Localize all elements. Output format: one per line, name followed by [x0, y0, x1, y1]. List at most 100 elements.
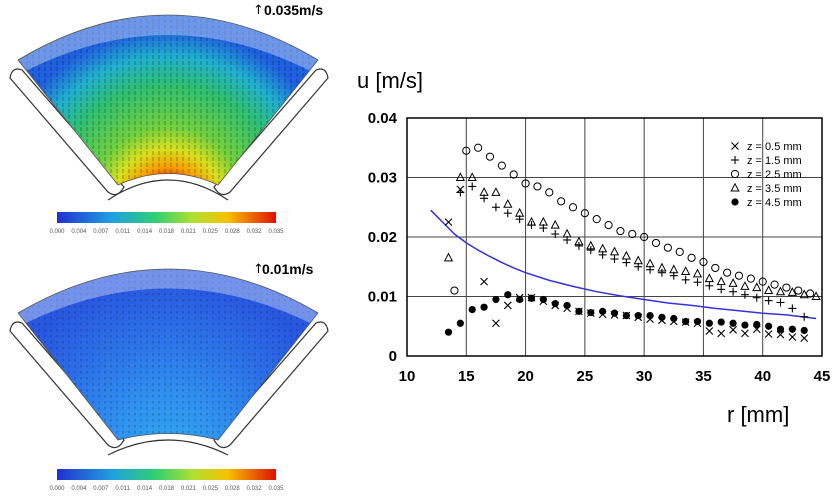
legend-label: z = 0.5 mm — [747, 141, 802, 153]
colorbar-tick-label: 0.025 — [203, 486, 219, 491]
data-point — [723, 268, 732, 277]
data-point — [574, 236, 584, 246]
data-point — [563, 301, 571, 310]
data-point — [800, 312, 809, 321]
colorbar-tick-label: 0.035 — [268, 486, 284, 491]
colorbar-top — [57, 212, 276, 223]
colorbar-tick-label: 0.011 — [115, 486, 130, 491]
data-point — [764, 285, 774, 295]
data-point — [711, 263, 720, 273]
data-point — [468, 182, 477, 191]
colorbar-tick-label: 0.032 — [247, 486, 263, 491]
colorbar-tick-label: 0.014 — [137, 486, 153, 491]
data-point — [692, 268, 703, 278]
data-point — [586, 240, 596, 250]
data-point — [503, 199, 513, 208]
data-point — [682, 317, 690, 326]
data-point — [598, 243, 608, 253]
piv-field-top: 0.000 0.004 0.007 0.011 0.014 0.018 0.021 0.025… — [9, 14, 329, 235]
data-point — [468, 305, 476, 314]
data-point — [539, 295, 547, 304]
data-point — [729, 287, 738, 296]
data-point — [503, 209, 512, 218]
data-point — [799, 289, 809, 299]
colorbar-bottom — [57, 469, 276, 480]
data-point — [657, 268, 666, 277]
ref-vector-label-bottom: 0.01m/s — [262, 261, 314, 277]
data-point — [788, 304, 797, 313]
x-tick-label: 20 — [517, 368, 534, 385]
data-point — [456, 188, 465, 197]
colorbar-tick-label: 0.007 — [93, 486, 109, 491]
ref-vector-label-top: 0.035m/s — [264, 2, 324, 18]
data-point — [516, 295, 524, 304]
data-point — [746, 274, 755, 283]
data-point — [491, 187, 501, 196]
data-point — [669, 264, 679, 274]
data-point — [491, 203, 500, 212]
data-point — [640, 232, 649, 242]
data-point — [551, 300, 559, 308]
data-point — [462, 146, 471, 155]
data-point — [527, 294, 536, 302]
data-point — [443, 252, 454, 262]
data-point — [515, 207, 525, 217]
data-point — [776, 298, 785, 307]
data-point — [538, 216, 548, 226]
y-tick-label: 0.03 — [368, 170, 397, 187]
data-point — [575, 307, 583, 315]
data-point — [586, 246, 595, 255]
legend-marker — [731, 142, 739, 150]
data-point — [474, 143, 483, 152]
data-point — [479, 187, 489, 196]
x-tick-label: 45 — [814, 368, 831, 385]
data-point — [704, 273, 714, 283]
data-point — [551, 230, 560, 239]
data-point — [568, 203, 578, 212]
data-point — [728, 278, 738, 287]
data-point — [557, 197, 566, 206]
data-point — [509, 170, 518, 179]
data-point — [752, 293, 761, 302]
x-tick-label: 10 — [399, 368, 416, 385]
data-point — [811, 291, 821, 300]
data-point — [455, 172, 465, 181]
colorbar-tick-label: 0.011 — [115, 229, 130, 235]
y-axis-title: u [m/s] — [357, 68, 424, 93]
ref-arrow-icon: ↑ — [253, 262, 264, 277]
data-point — [693, 317, 702, 326]
data-point — [681, 275, 690, 284]
data-point — [562, 228, 572, 238]
data-point — [740, 290, 749, 299]
data-point — [741, 321, 749, 329]
data-point — [580, 209, 589, 218]
data-point — [770, 280, 779, 289]
data-point — [651, 238, 661, 248]
data-point — [657, 262, 667, 272]
data-point — [687, 253, 696, 262]
x-tick-label: 15 — [458, 368, 475, 385]
data-point — [456, 319, 464, 327]
data-point — [806, 289, 815, 298]
data-point — [741, 329, 749, 338]
legend-marker — [731, 156, 739, 164]
colorbar-tick-label: 0.000 — [49, 486, 65, 491]
data-point — [592, 215, 601, 224]
data-point — [587, 308, 595, 317]
data-point — [705, 281, 714, 290]
data-point — [497, 161, 506, 170]
data-point — [775, 286, 786, 296]
data-point — [800, 334, 809, 343]
data-point — [753, 320, 761, 329]
data-point — [492, 295, 500, 304]
piv-panel-bottom: 0.000 0.004 0.007 0.011 0.014 0.018 0.021 0.025… — [0, 255, 340, 492]
data-point — [705, 327, 714, 335]
x-tick-label: 40 — [754, 368, 771, 385]
data-point — [699, 257, 708, 267]
y-tick-label: 0.02 — [368, 229, 397, 246]
ref-arrow-icon: ↑ — [253, 3, 264, 18]
data-point — [550, 219, 560, 229]
colorbar-tick-label: 0.000 — [49, 229, 65, 235]
data-point — [622, 258, 631, 267]
data-point — [717, 285, 726, 294]
